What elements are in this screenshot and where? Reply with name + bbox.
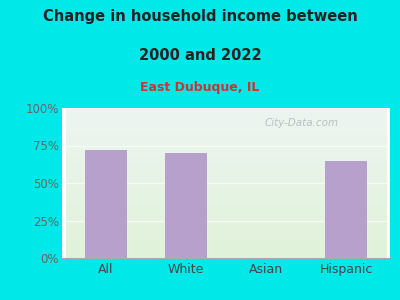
Text: City-Data.com: City-Data.com — [264, 118, 338, 128]
Bar — [165, 153, 207, 258]
Text: East Dubuque, IL: East Dubuque, IL — [140, 81, 260, 94]
Text: 2000 and 2022: 2000 and 2022 — [139, 48, 261, 63]
Text: Change in household income between: Change in household income between — [43, 9, 357, 24]
Bar — [85, 150, 127, 258]
Bar — [325, 160, 367, 258]
